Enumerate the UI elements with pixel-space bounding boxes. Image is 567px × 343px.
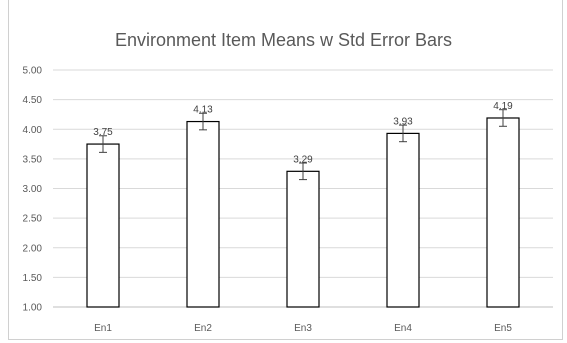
data-label: 4.13 [193, 105, 213, 116]
x-tick-label: En4 [394, 323, 412, 334]
bar-en5 [486, 117, 520, 308]
y-tick-label: 1.00 [23, 303, 43, 314]
y-tick-label: 2.50 [23, 214, 43, 225]
error-bars [99, 109, 507, 181]
data-label: 3.75 [93, 127, 113, 138]
bar-en4 [386, 132, 420, 308]
bars [86, 117, 520, 308]
data-label: 3.29 [293, 154, 313, 165]
bar-en2 [186, 120, 220, 308]
x-tick-label: En2 [194, 323, 212, 334]
y-tick-label: 2.00 [23, 243, 43, 254]
y-tick-label: 3.00 [23, 184, 43, 195]
chart-title: Environment Item Means w Std Error Bars [114, 30, 453, 50]
y-tick-label: 4.50 [23, 95, 43, 106]
y-tick-label: 4.00 [23, 125, 43, 136]
x-tick-label: En1 [94, 323, 112, 334]
x-tick-label: En5 [494, 323, 512, 334]
x-axis-ticks: En1 En2 En3 En4 En5 [94, 323, 512, 334]
y-axis-ticks: 1.00 1.50 2.00 2.50 3.00 3.50 4.00 4.50 5.00 [23, 66, 43, 314]
x-tick-label: En3 [294, 323, 312, 334]
data-label: 3.93 [393, 116, 413, 127]
y-tick-label: 3.50 [23, 154, 43, 165]
bar-en1 [86, 143, 120, 308]
y-tick-label: 1.50 [23, 273, 43, 284]
data-label: 4.19 [493, 101, 513, 112]
y-tick-label: 5.00 [23, 66, 43, 77]
bar-en3 [286, 170, 320, 308]
data-labels: 3.75 4.13 3.29 3.93 4.19 [93, 101, 513, 165]
